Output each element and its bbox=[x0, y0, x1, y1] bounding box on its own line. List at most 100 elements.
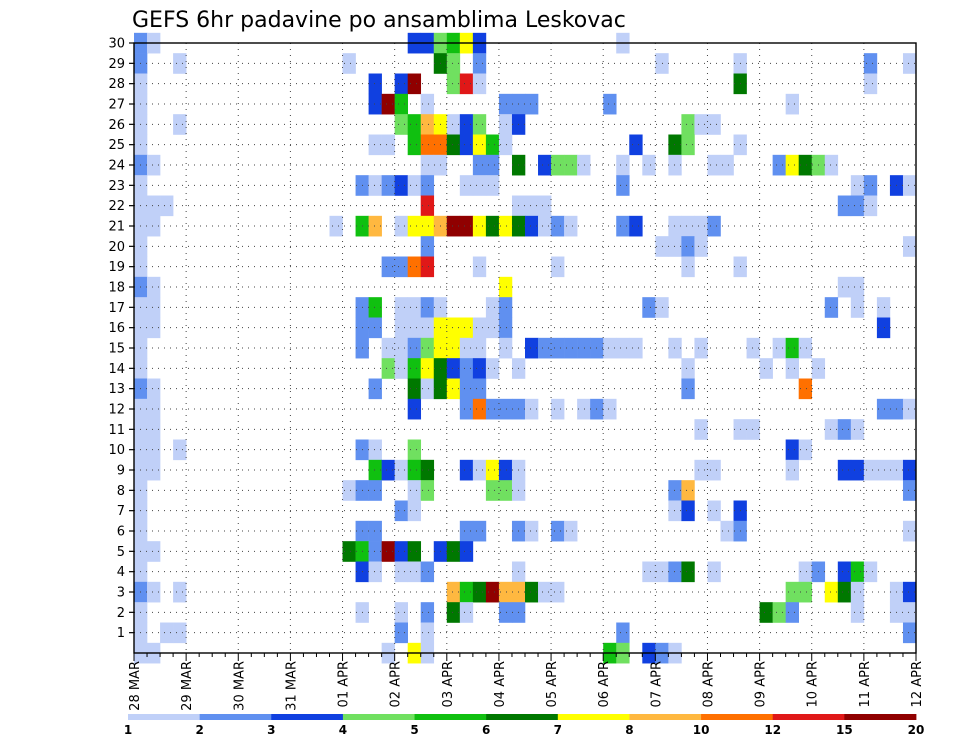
x-tick-label: 10 APR bbox=[806, 661, 821, 707]
heatmap-cell bbox=[173, 581, 187, 603]
heatmap-cell bbox=[577, 154, 591, 176]
heatmap-cell bbox=[420, 195, 435, 217]
heatmap-cell bbox=[420, 602, 435, 623]
heatmap-cell bbox=[772, 602, 786, 623]
heatmap-cell bbox=[368, 215, 382, 237]
heatmap-cell bbox=[472, 337, 487, 359]
heatmap-cell bbox=[876, 297, 891, 318]
legend-label: 1 bbox=[124, 723, 132, 737]
heatmap-cell bbox=[446, 73, 461, 95]
heatmap-cell bbox=[707, 114, 721, 135]
heatmap-cell bbox=[785, 581, 799, 603]
heatmap-cell bbox=[485, 581, 500, 603]
heatmap-cell bbox=[498, 93, 513, 115]
heatmap-cell bbox=[850, 459, 865, 481]
heatmap-cell bbox=[407, 297, 422, 318]
heatmap-cell bbox=[420, 175, 435, 196]
heatmap-cell bbox=[472, 114, 487, 135]
heatmap-cell bbox=[668, 337, 682, 359]
x-tick-label: 11 APR bbox=[858, 661, 873, 707]
heatmap-cell bbox=[668, 561, 682, 583]
y-tick-label: 12 bbox=[108, 403, 125, 418]
y-tick-label: 22 bbox=[108, 199, 125, 214]
heatmap-cell bbox=[472, 175, 487, 196]
heatmap-cell bbox=[173, 53, 187, 74]
heatmap-cell bbox=[681, 114, 695, 135]
heatmap-cell bbox=[368, 520, 382, 542]
heatmap-cell bbox=[498, 459, 513, 481]
heatmap-cell bbox=[407, 500, 422, 522]
heatmap-cell bbox=[472, 378, 487, 400]
heatmap-cell bbox=[785, 337, 799, 359]
heatmap-cell bbox=[824, 419, 839, 440]
heatmap-cell bbox=[902, 236, 917, 257]
heatmap-cell bbox=[485, 358, 500, 379]
heatmap-cell bbox=[498, 337, 513, 359]
heatmap-cell bbox=[459, 114, 474, 135]
heatmap-cell bbox=[681, 561, 695, 583]
heatmap-cell bbox=[446, 337, 461, 359]
heatmap-cell bbox=[798, 378, 813, 400]
heatmap-cell bbox=[394, 622, 408, 644]
heatmap-cell bbox=[459, 215, 474, 237]
heatmap-cell bbox=[681, 358, 695, 379]
heatmap-cell bbox=[485, 317, 500, 339]
heatmap-cell bbox=[420, 134, 435, 156]
heatmap-cell bbox=[525, 93, 539, 115]
y-tick-label: 24 bbox=[108, 159, 125, 174]
heatmap-cell bbox=[368, 93, 382, 115]
heatmap-cell bbox=[902, 581, 917, 603]
legend-swatch bbox=[629, 714, 702, 720]
y-tick-label: 29 bbox=[108, 57, 125, 72]
heatmap-cell bbox=[902, 459, 917, 481]
heatmap-cell bbox=[850, 297, 865, 318]
chart-title: GEFS 6hr padavine po ansamblima Leskovac bbox=[132, 8, 626, 33]
heatmap-cell bbox=[472, 215, 487, 237]
heatmap-cell bbox=[147, 154, 161, 176]
heatmap-cell bbox=[147, 541, 161, 562]
legend-swatch bbox=[844, 714, 917, 720]
heatmap-cell bbox=[681, 134, 695, 156]
heatmap-cell bbox=[459, 459, 474, 481]
heatmap-cell bbox=[147, 195, 161, 217]
heatmap-cell bbox=[446, 358, 461, 379]
heatmap-cell bbox=[485, 459, 500, 481]
heatmap-cell bbox=[381, 459, 395, 481]
heatmap-cell bbox=[420, 561, 435, 583]
legend-swatch bbox=[199, 714, 272, 720]
heatmap-cell bbox=[694, 215, 708, 237]
heatmap-cell bbox=[368, 541, 382, 562]
color-legend: 1 2 3 4 5 6 7 8 10 12 15 20 bbox=[124, 714, 924, 737]
legend-swatch bbox=[486, 714, 559, 720]
heatmap-cell bbox=[446, 215, 461, 237]
heatmap-cell bbox=[668, 154, 682, 176]
heatmap-cell bbox=[381, 541, 395, 562]
y-tick-label: 9 bbox=[117, 464, 125, 479]
heatmap-cell bbox=[407, 480, 422, 501]
heatmap-cell bbox=[642, 561, 656, 583]
heatmap-cell bbox=[694, 459, 708, 481]
y-tick-label: 18 bbox=[108, 281, 125, 296]
heatmap-cell bbox=[485, 134, 500, 156]
heatmap-cell bbox=[381, 256, 395, 278]
heatmap-cell bbox=[681, 215, 695, 237]
heatmap-cell bbox=[147, 317, 161, 339]
heatmap-cell bbox=[564, 337, 578, 359]
heatmap-cell bbox=[420, 114, 435, 135]
heatmap-cell bbox=[551, 398, 565, 420]
heatmap-cell bbox=[446, 317, 461, 339]
heatmap-cell bbox=[668, 500, 682, 522]
heatmap-cell bbox=[551, 337, 565, 359]
heatmap-cell bbox=[850, 602, 865, 623]
legend-label: 10 bbox=[693, 723, 710, 737]
heatmap-cell bbox=[837, 561, 852, 583]
heatmap-cell bbox=[538, 195, 552, 217]
heatmap-cell bbox=[472, 358, 487, 379]
heatmap-cell bbox=[446, 134, 461, 156]
heatmap-cell bbox=[459, 541, 474, 562]
heatmap-cell bbox=[655, 236, 669, 257]
heatmap-cell bbox=[147, 276, 161, 298]
heatmap-cell bbox=[798, 561, 813, 583]
y-tick-label: 8 bbox=[117, 484, 125, 499]
heatmap-cell bbox=[459, 175, 474, 196]
